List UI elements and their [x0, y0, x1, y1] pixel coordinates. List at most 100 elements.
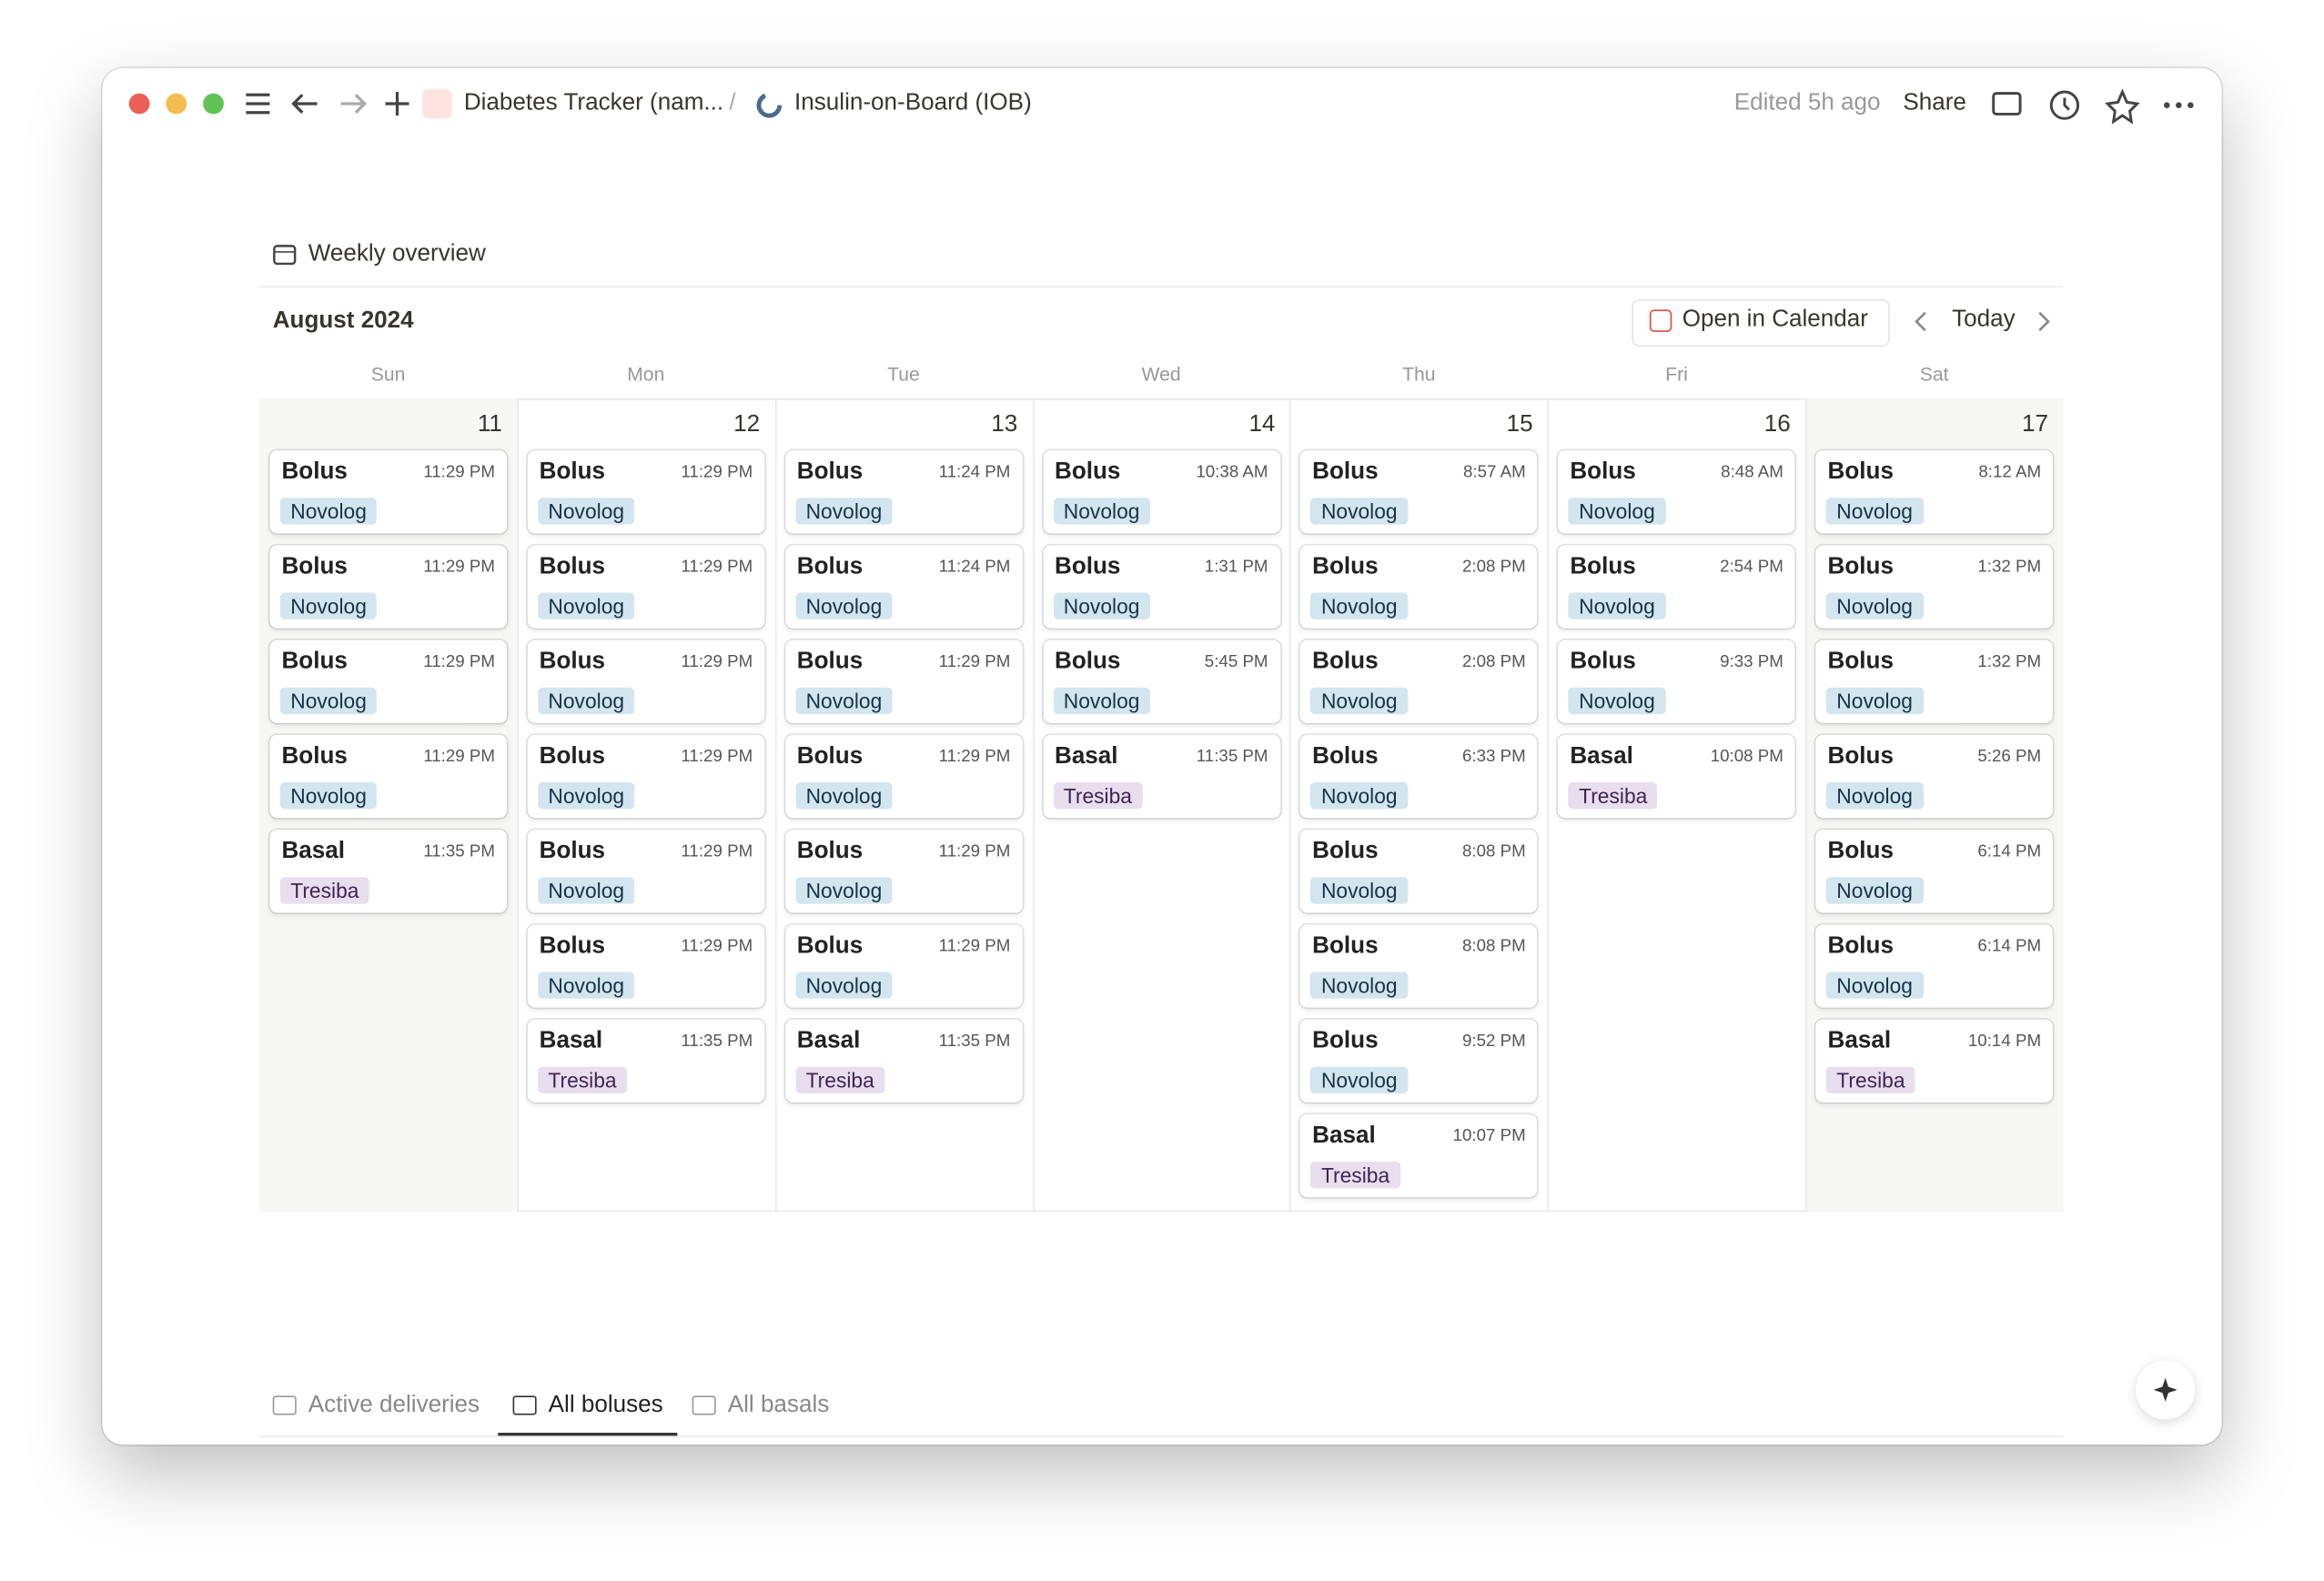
- event-card[interactable]: Bolus 6:14 PM Novolog: [1815, 830, 2054, 913]
- divider: [259, 286, 2064, 287]
- event-title: Bolus: [1570, 554, 1636, 579]
- event-tag: Novolog: [1053, 592, 1150, 619]
- event-card[interactable]: Bolus 11:29 PM Novolog: [784, 639, 1023, 723]
- toolbar-icons[interactable]: [1990, 88, 2205, 125]
- share-button[interactable]: Share: [1903, 90, 1966, 116]
- event-card[interactable]: Bolus 11:29 PM Novolog: [269, 734, 508, 819]
- event-title: Bolus: [796, 554, 864, 579]
- event-card[interactable]: Bolus 8:08 PM Novolog: [1300, 830, 1538, 913]
- event-title: Bolus: [1570, 649, 1636, 675]
- event-title: Bolus: [1312, 933, 1379, 959]
- event-card[interactable]: Bolus 8:12 AM Novolog: [1815, 450, 2054, 534]
- event-card[interactable]: Bolus 10:38 AM Novolog: [1042, 450, 1280, 534]
- event-card[interactable]: Bolus 6:33 PM Novolog: [1300, 734, 1538, 819]
- tab[interactable]: All boluses: [548, 1393, 663, 1418]
- event-card[interactable]: Bolus 11:29 PM Novolog: [527, 734, 765, 819]
- event-time: 11:29 PM: [423, 653, 496, 671]
- event-tag: Novolog: [537, 877, 635, 904]
- weekday-label: Mon: [627, 363, 665, 386]
- event-card[interactable]: Bolus 11:24 PM Novolog: [784, 450, 1023, 534]
- event-tag: Novolog: [537, 687, 635, 715]
- calendar-app-icon: [1649, 309, 1672, 332]
- event-card[interactable]: Bolus 11:29 PM Novolog: [269, 545, 508, 629]
- weekday-label: Thu: [1402, 363, 1436, 386]
- breadcrumb[interactable]: Insulin-on-Board (IOB): [794, 90, 1032, 116]
- event-tag: Tresiba: [537, 1066, 628, 1094]
- close-button[interactable]: [128, 93, 150, 115]
- event-card[interactable]: Bolus 11:29 PM Novolog: [269, 450, 508, 534]
- event-card[interactable]: Bolus 8:57 AM Novolog: [1300, 450, 1538, 534]
- open-calendar-label[interactable]: Open in Calendar: [1682, 307, 1868, 332]
- event-card[interactable]: Bolus 11:29 PM Novolog: [527, 450, 765, 534]
- tab[interactable]: Active deliveries: [308, 1393, 480, 1418]
- event-title: Bolus: [1312, 1028, 1379, 1054]
- event-title: Basal: [1312, 1123, 1376, 1149]
- event-card[interactable]: Bolus 11:24 PM Novolog: [784, 545, 1023, 629]
- event-card[interactable]: Bolus 9:33 PM Novolog: [1558, 639, 1795, 723]
- event-title: Bolus: [1312, 743, 1379, 770]
- event-card[interactable]: Bolus 11:29 PM Novolog: [269, 639, 508, 723]
- event-time: 11:29 PM: [938, 748, 1011, 767]
- event-card[interactable]: Bolus 5:45 PM Novolog: [1042, 639, 1280, 723]
- event-card[interactable]: Basal 10:08 PM Tresiba: [1558, 734, 1795, 819]
- open-calendar-button[interactable]: [1632, 299, 1890, 347]
- event-title: Bolus: [539, 933, 606, 959]
- event-title: Bolus: [1827, 838, 1894, 864]
- event-time: 11:35 PM: [1196, 748, 1268, 767]
- event-tag: Novolog: [1825, 498, 1924, 525]
- nav-arrows[interactable]: [1909, 308, 2057, 335]
- event-card[interactable]: Bolus 11:29 PM Novolog: [784, 734, 1023, 819]
- calendar-icon: [273, 245, 297, 266]
- event-card[interactable]: Bolus 11:29 PM Novolog: [527, 639, 765, 723]
- event-title: Bolus: [539, 743, 606, 770]
- event-time: 10:08 PM: [1710, 748, 1783, 767]
- event-card[interactable]: Bolus 1:32 PM Novolog: [1815, 545, 2054, 629]
- event-card[interactable]: Basal 11:35 PM Tresiba: [1042, 734, 1280, 819]
- weekday-label: Sun: [370, 363, 406, 386]
- event-title: Basal: [796, 1028, 861, 1054]
- event-card[interactable]: Bolus 11:29 PM Novolog: [784, 924, 1023, 1008]
- nav-icons[interactable]: [237, 86, 430, 124]
- event-card[interactable]: Bolus 8:08 PM Novolog: [1300, 924, 1538, 1008]
- event-card[interactable]: Bolus 1:32 PM Novolog: [1815, 639, 2054, 723]
- breadcrumb[interactable]: Diabetes Tracker (nam...: [463, 90, 724, 116]
- iob-icon: [756, 92, 783, 118]
- weekday-label: Sat: [1919, 363, 1949, 386]
- event-card[interactable]: Bolus 11:29 PM Novolog: [527, 924, 765, 1008]
- event-card[interactable]: Basal 10:14 PM Tresiba: [1815, 1019, 2054, 1103]
- event-title: Bolus: [1570, 458, 1636, 485]
- zoom-button[interactable]: [203, 93, 224, 115]
- today-button[interactable]: Today: [1952, 307, 2016, 332]
- event-time: 8:12 AM: [1978, 463, 2042, 482]
- event-card[interactable]: Bolus 2:08 PM Novolog: [1300, 545, 1538, 629]
- event-card[interactable]: Bolus 6:14 PM Novolog: [1815, 924, 2054, 1008]
- view-title[interactable]: Weekly overview: [308, 241, 486, 267]
- event-tag: Novolog: [537, 592, 635, 619]
- event-title: Basal: [539, 1028, 603, 1054]
- event-card[interactable]: Basal 11:35 PM Tresiba: [784, 1019, 1023, 1103]
- event-time: 2:54 PM: [1720, 559, 1783, 577]
- event-title: Bolus: [281, 458, 348, 485]
- event-card[interactable]: Bolus 11:29 PM Novolog: [784, 830, 1023, 913]
- event-card[interactable]: Bolus 5:26 PM Novolog: [1815, 734, 2054, 819]
- event-time: 11:29 PM: [423, 559, 496, 577]
- event-card[interactable]: Bolus 11:29 PM Novolog: [527, 545, 765, 629]
- event-card[interactable]: Basal 10:07 PM Tresiba: [1300, 1113, 1538, 1198]
- event-card[interactable]: Bolus 8:48 AM Novolog: [1558, 450, 1795, 534]
- edited-label: Edited 5h ago: [1733, 90, 1881, 116]
- event-title: Bolus: [1312, 838, 1379, 864]
- ai-icon: [2153, 1377, 2177, 1402]
- minimize-button[interactable]: [166, 93, 187, 115]
- tab[interactable]: All basals: [727, 1393, 830, 1418]
- event-tag: Novolog: [279, 498, 378, 525]
- event-card[interactable]: Bolus 2:54 PM Novolog: [1558, 545, 1795, 629]
- event-tag: Novolog: [1310, 1066, 1409, 1094]
- event-card[interactable]: Bolus 2:08 PM Novolog: [1300, 639, 1538, 723]
- event-card[interactable]: Bolus 9:52 PM Novolog: [1300, 1019, 1538, 1103]
- event-card[interactable]: Basal 11:35 PM Tresiba: [269, 830, 508, 913]
- event-card[interactable]: Bolus 11:29 PM Novolog: [527, 830, 765, 913]
- event-tag: Tresiba: [1053, 782, 1143, 810]
- event-card[interactable]: Bolus 1:31 PM Novolog: [1042, 545, 1280, 629]
- event-card[interactable]: Basal 11:35 PM Tresiba: [527, 1019, 765, 1103]
